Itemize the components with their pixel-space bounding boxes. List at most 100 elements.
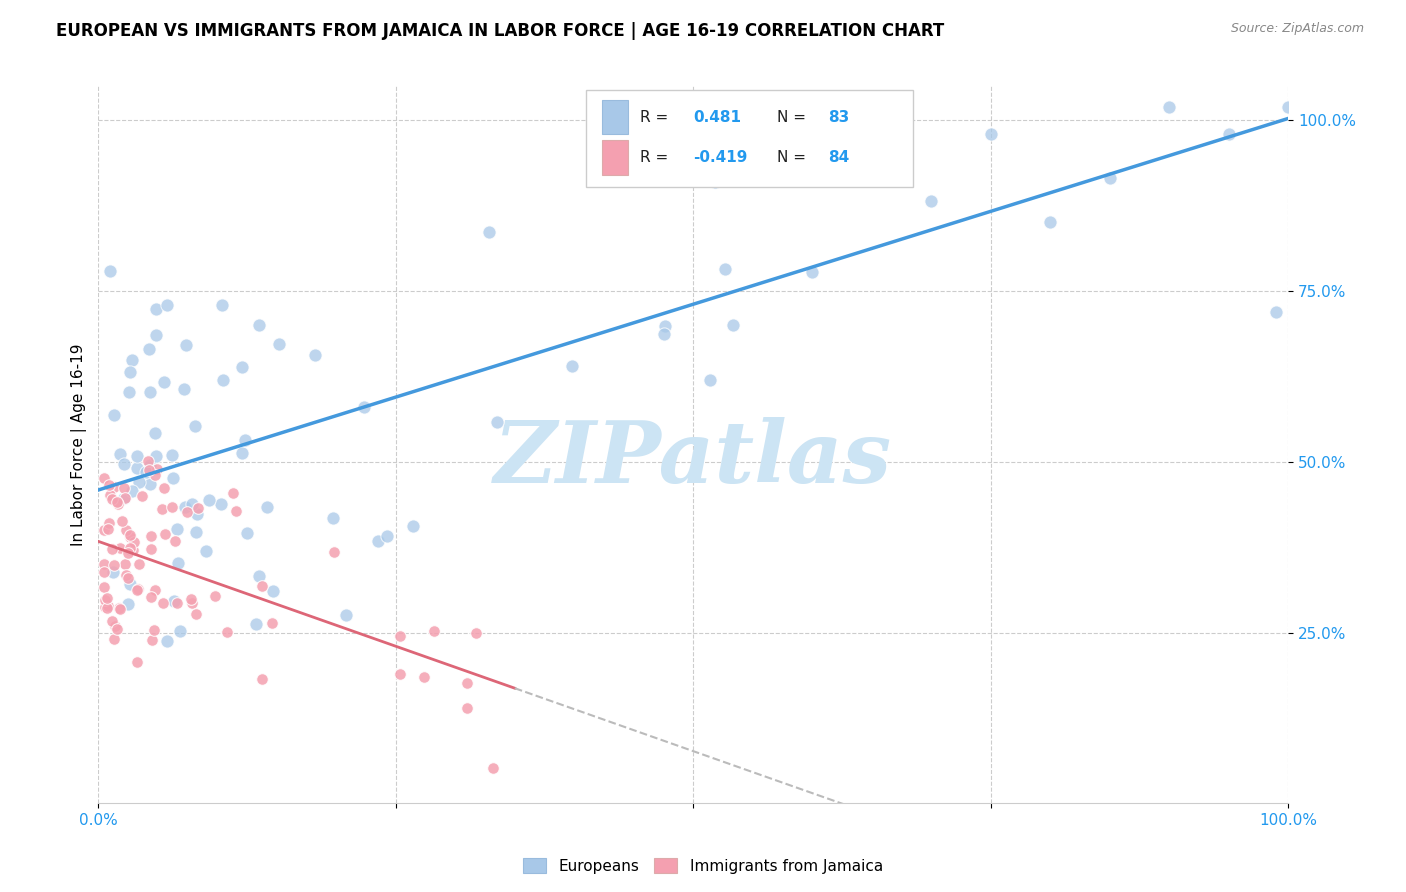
Point — [194, 543, 217, 558]
Point — [135, 465, 157, 479]
Point — [101, 492, 124, 507]
Point — [139, 385, 162, 400]
Point — [120, 577, 142, 591]
Point — [180, 596, 202, 610]
Text: Source: ZipAtlas.com: Source: ZipAtlas.com — [1230, 22, 1364, 36]
Point — [801, 265, 824, 279]
Point — [118, 527, 141, 541]
Point — [114, 568, 136, 582]
Point — [141, 633, 163, 648]
Point — [204, 590, 226, 604]
Point — [247, 318, 270, 332]
Point — [231, 445, 253, 459]
Point — [1159, 100, 1181, 114]
Point — [1277, 100, 1299, 114]
Point — [103, 408, 125, 422]
Point — [139, 477, 162, 491]
Point — [162, 471, 184, 485]
Point — [96, 601, 118, 615]
Point — [173, 382, 195, 396]
Point — [139, 458, 162, 472]
Point — [103, 480, 125, 494]
Point — [118, 385, 141, 400]
Point — [167, 556, 190, 570]
Point — [125, 655, 148, 669]
Point — [186, 607, 208, 621]
Point — [98, 477, 121, 491]
Point — [920, 194, 942, 209]
Point — [478, 225, 501, 239]
Point — [260, 615, 283, 630]
Point — [139, 590, 162, 604]
Point — [138, 343, 160, 357]
Point — [322, 544, 344, 558]
Point — [104, 618, 127, 632]
Point — [720, 117, 742, 131]
Point — [124, 535, 146, 549]
Text: ZIPatlas: ZIPatlas — [494, 417, 893, 501]
Point — [703, 175, 725, 189]
Point — [93, 580, 115, 594]
Point — [105, 622, 128, 636]
Point — [225, 504, 247, 518]
Point — [1265, 305, 1288, 319]
Point — [128, 475, 150, 490]
Point — [211, 373, 233, 387]
Point — [150, 502, 173, 516]
Point — [143, 582, 166, 597]
Text: R =: R = — [640, 150, 668, 165]
Point — [107, 497, 129, 511]
Text: EUROPEAN VS IMMIGRANTS FROM JAMAICA IN LABOR FORCE | AGE 16-19 CORRELATION CHART: EUROPEAN VS IMMIGRANTS FROM JAMAICA IN L… — [56, 22, 945, 40]
Point — [412, 670, 434, 684]
Point — [1039, 215, 1062, 229]
Legend: Europeans, Immigrants from Jamaica: Europeans, Immigrants from Jamaica — [517, 852, 889, 880]
Point — [145, 449, 167, 463]
Point — [160, 448, 183, 462]
Point — [153, 481, 176, 495]
Point — [118, 543, 141, 558]
Point — [96, 591, 118, 605]
Point — [252, 579, 274, 593]
Point — [118, 541, 141, 555]
Point — [97, 599, 120, 613]
Point — [267, 337, 290, 351]
Point — [256, 500, 278, 515]
Point — [181, 497, 204, 511]
Point — [247, 569, 270, 583]
Point — [388, 629, 411, 643]
Point — [367, 534, 389, 549]
Point — [211, 298, 233, 312]
Point — [93, 523, 115, 537]
Point — [94, 599, 117, 614]
Point — [138, 454, 160, 468]
Point — [423, 624, 446, 639]
Point — [156, 298, 179, 312]
Point — [101, 542, 124, 557]
Point — [93, 471, 115, 485]
Point — [222, 486, 245, 500]
Point — [98, 263, 121, 277]
Point — [389, 667, 412, 681]
Point — [699, 373, 721, 387]
Point — [721, 318, 744, 333]
Point — [163, 534, 186, 549]
Point — [121, 543, 143, 558]
Point — [652, 327, 675, 342]
Point — [98, 488, 121, 502]
Point — [860, 100, 883, 114]
Point — [714, 261, 737, 276]
Point — [304, 348, 326, 362]
Point — [139, 542, 162, 557]
Point — [110, 514, 132, 528]
Point — [145, 328, 167, 343]
FancyBboxPatch shape — [586, 90, 914, 186]
Point — [117, 571, 139, 585]
Point — [93, 557, 115, 571]
Point — [127, 582, 149, 596]
Point — [117, 597, 139, 611]
Point — [155, 633, 177, 648]
Point — [184, 419, 207, 434]
Point — [98, 516, 121, 530]
Point — [401, 519, 423, 533]
Text: 83: 83 — [828, 110, 849, 125]
